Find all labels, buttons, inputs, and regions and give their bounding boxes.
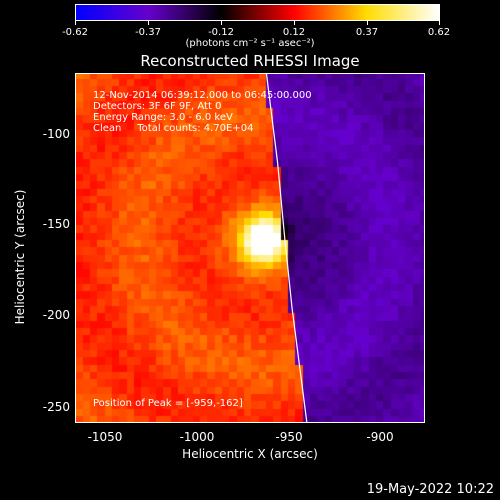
colorbar-tick-mark bbox=[367, 21, 368, 25]
colorbar-tick-mark bbox=[221, 21, 222, 25]
solar-limb-line bbox=[265, 74, 308, 422]
info-method-counts: Clean Total counts: 4.70E+04 bbox=[93, 123, 254, 134]
info-detectors: Detectors: 3F 6F 9F, Att 0 bbox=[93, 101, 222, 112]
colorbar-tick-mark bbox=[75, 21, 76, 25]
y-tick-label: -200 bbox=[42, 308, 70, 322]
colorbar-tick-label: 0.12 bbox=[282, 27, 306, 38]
x-tick-label: -1050 bbox=[87, 430, 123, 444]
colorbar-tick-mark bbox=[294, 21, 295, 25]
chart-title: Reconstructed RHESSI Image bbox=[140, 52, 360, 70]
y-tick-label: -250 bbox=[42, 400, 70, 414]
y-axis-label: Heliocentric Y (arcsec) bbox=[13, 189, 27, 325]
colorbar-tick-label: -0.12 bbox=[208, 27, 234, 38]
heatmap-image bbox=[76, 74, 424, 422]
colorbar bbox=[75, 4, 440, 21]
info-peak-position: Position of Peak = [-959,-162] bbox=[93, 398, 243, 409]
plot-area: 12-Nov-2014 06:39:12.000 to 06:45:00.000… bbox=[75, 73, 425, 423]
colorbar-tick-mark bbox=[148, 21, 149, 25]
colorbar-units: (photons cm⁻² s⁻¹ asec⁻²) bbox=[185, 38, 315, 49]
y-tick-label: -150 bbox=[42, 217, 70, 231]
colorbar-tick-label: -0.37 bbox=[135, 27, 161, 38]
footer-timestamp: 19-May-2022 10:22 bbox=[366, 482, 494, 497]
colorbar-tick-label: 0.62 bbox=[427, 27, 451, 38]
solar-limb-overlay bbox=[265, 74, 308, 422]
info-time-range: 12-Nov-2014 06:39:12.000 to 06:45:00.000 bbox=[93, 90, 312, 101]
x-tick-label: -900 bbox=[366, 430, 394, 444]
x-axis-label: Heliocentric X (arcsec) bbox=[182, 447, 318, 461]
colorbar-tick-label: 0.37 bbox=[355, 27, 379, 38]
colorbar-tick-mark bbox=[439, 21, 440, 25]
x-tick-label: -950 bbox=[275, 430, 303, 444]
colorbar-tick-label: -0.62 bbox=[62, 27, 88, 38]
y-tick-label: -100 bbox=[42, 127, 70, 141]
info-energy-range: Energy Range: 3.0 - 6.0 keV bbox=[93, 112, 233, 123]
x-tick-label: -1000 bbox=[179, 430, 215, 444]
